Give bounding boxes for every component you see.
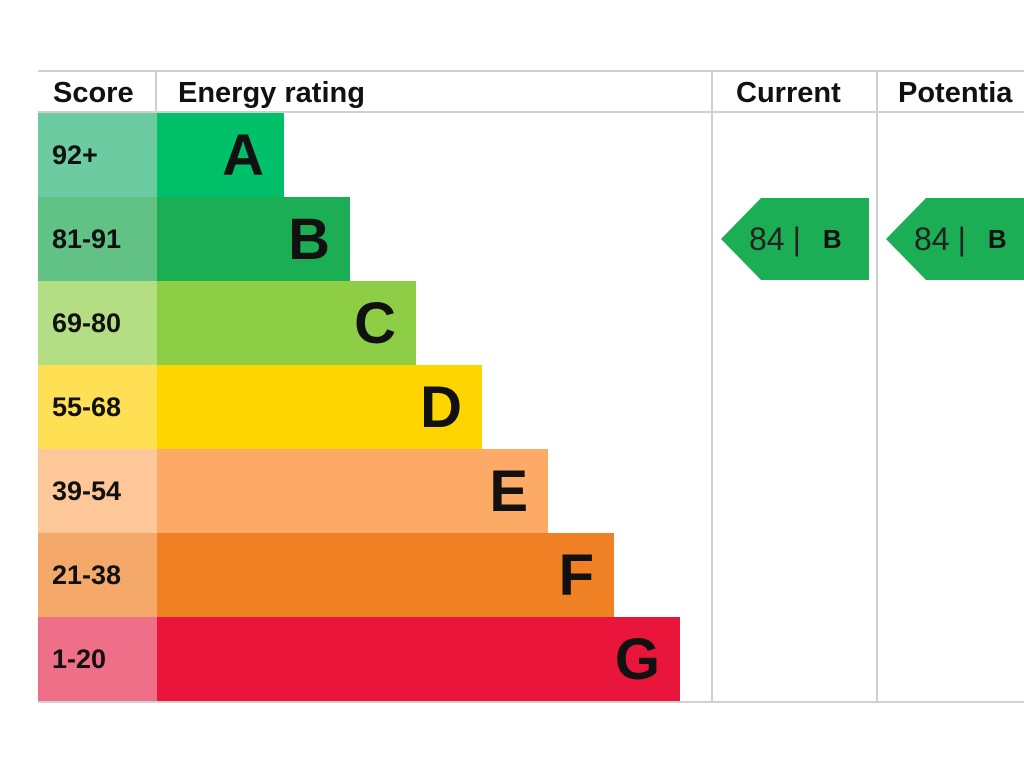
potential-column-divider (876, 70, 878, 703)
score-range-c: 69-80 (38, 281, 157, 365)
current-header: Current (736, 77, 841, 109)
current-rating-arrow: 84 | B (721, 198, 869, 280)
bottom-border (38, 701, 1024, 703)
potential-rating-arrow: 84 | B (886, 198, 1024, 280)
score-range-e: 39-54 (38, 449, 157, 533)
rating-bar-c: C (157, 281, 416, 365)
potential-separator: | (957, 220, 966, 257)
current-letter: B (822, 223, 842, 254)
score-range-b: 81-91 (38, 197, 157, 281)
current-separator: | (792, 220, 801, 257)
potential-header: Potentia (898, 77, 1013, 109)
potential-letter: B (987, 223, 1007, 254)
energy-rating-header: Energy rating (178, 77, 365, 109)
score-header: Score (53, 77, 134, 109)
score-range-f: 21-38 (38, 533, 157, 617)
score-range-d: 55-68 (38, 365, 157, 449)
potential-score: 84 (914, 220, 950, 257)
score-range-a: 92+ (38, 113, 157, 197)
header-divider (38, 111, 1024, 113)
rating-bar-f: F (157, 533, 614, 617)
current-column-divider (711, 70, 713, 703)
rating-bar-a: A (157, 113, 284, 197)
rating-bar-g: G (157, 617, 680, 701)
rating-bar-e: E (157, 449, 548, 533)
score-column-divider (155, 70, 157, 112)
top-border (38, 70, 1024, 72)
score-range-g: 1-20 (38, 617, 157, 701)
rating-bar-d: D (157, 365, 482, 449)
current-score: 84 (749, 220, 785, 257)
rating-bar-b: B (157, 197, 350, 281)
